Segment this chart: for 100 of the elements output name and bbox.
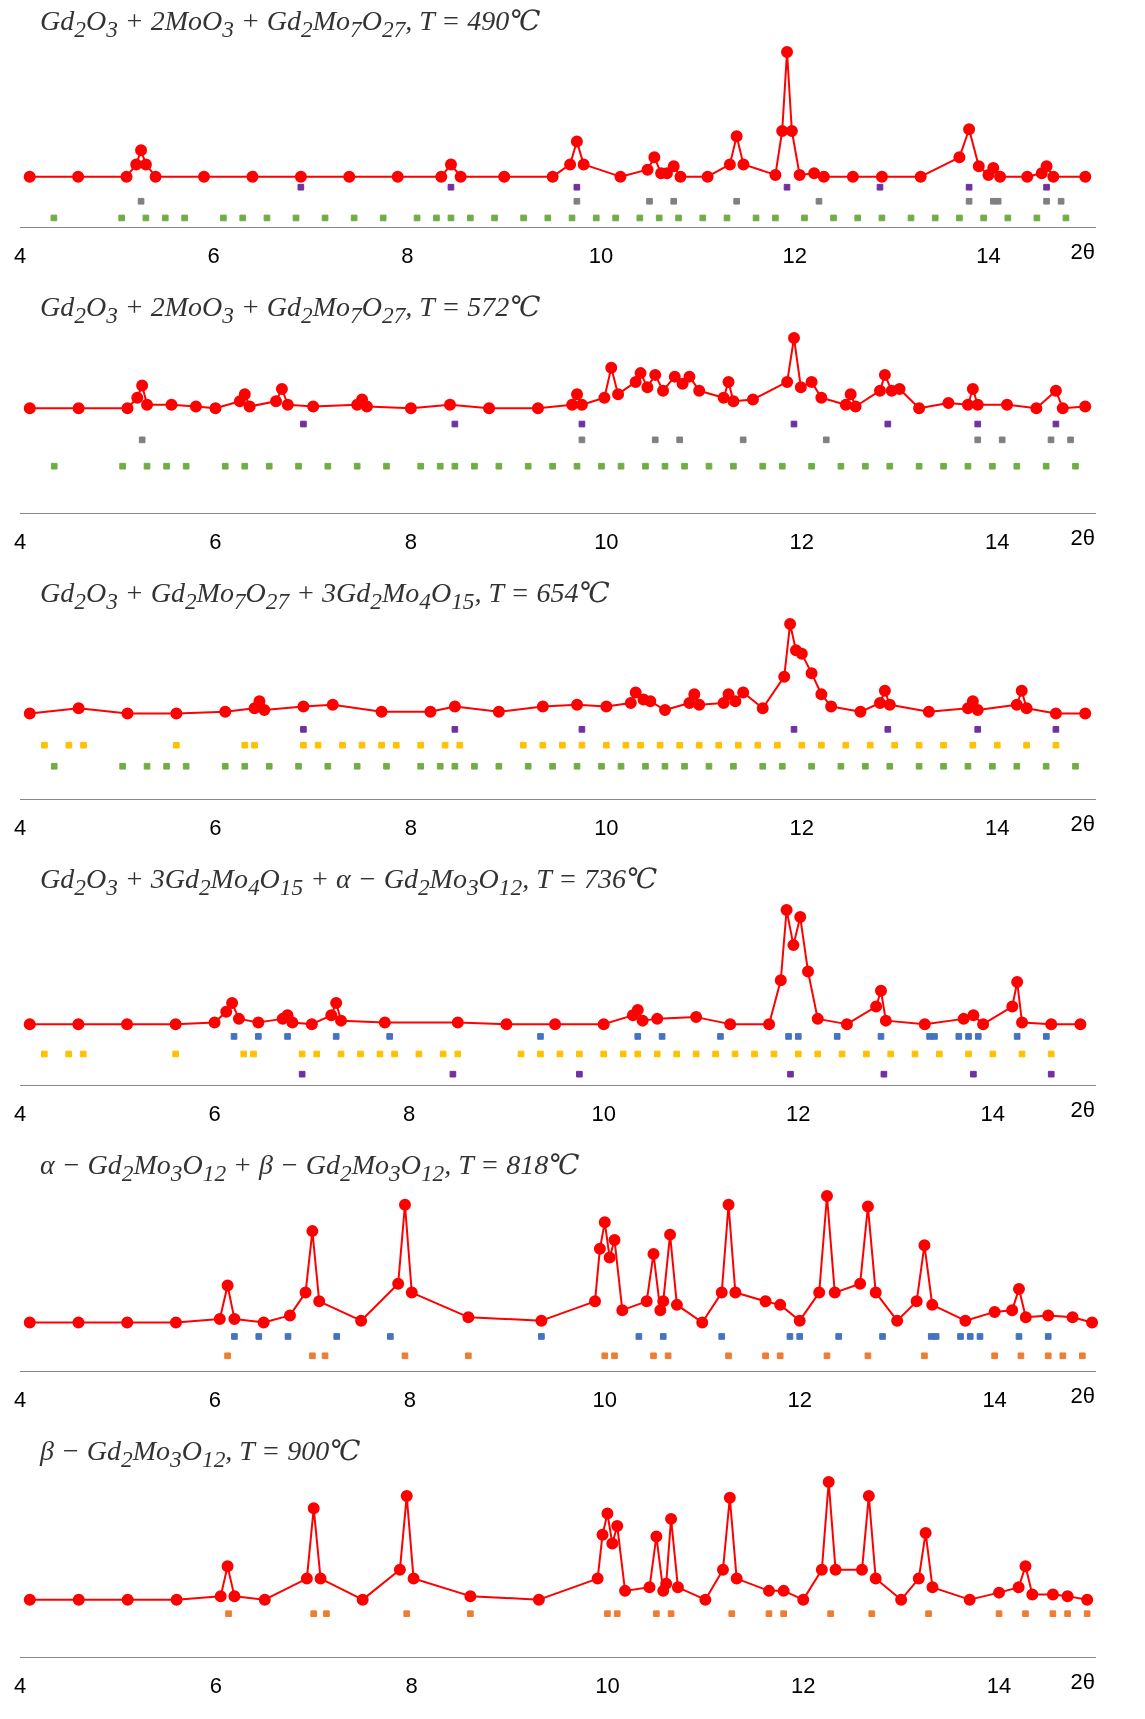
point	[519, 741, 527, 749]
point	[664, 1228, 677, 1241]
point	[65, 1050, 72, 1058]
point	[733, 197, 740, 205]
point	[827, 1610, 834, 1618]
x-tick-label: 12	[789, 814, 815, 840]
x-tick-label: 10	[592, 1386, 618, 1412]
point	[1015, 1333, 1023, 1340]
point	[393, 1563, 406, 1576]
point	[573, 197, 581, 205]
point	[355, 1314, 368, 1327]
point	[974, 1033, 982, 1040]
point	[774, 741, 781, 749]
point	[994, 170, 1007, 183]
point	[350, 214, 358, 222]
x-tick-label: 4	[13, 814, 27, 840]
point	[837, 762, 845, 770]
point	[955, 1033, 963, 1040]
point	[1052, 726, 1060, 733]
point	[386, 1033, 394, 1040]
x-tick-label: 14	[980, 1100, 1006, 1126]
point	[535, 1314, 548, 1327]
point	[307, 1502, 320, 1515]
point	[1015, 684, 1028, 697]
point	[829, 1563, 842, 1576]
point	[869, 1572, 882, 1585]
point	[751, 1050, 758, 1058]
point	[1043, 1033, 1050, 1040]
point	[224, 1352, 231, 1360]
point	[884, 726, 892, 733]
point	[601, 1507, 614, 1520]
chart-title: Gd$_{2}$O$_{3}$ + 2MoO$_{3}$ + Gd$_{2}$Mo$_{7}$O$_{27}$, T = 572℃	[40, 291, 541, 328]
point	[728, 1610, 736, 1618]
point	[808, 167, 821, 180]
point	[591, 1572, 604, 1585]
point	[220, 1005, 233, 1018]
point	[1061, 1590, 1074, 1603]
point	[814, 1050, 822, 1058]
x-tick-label: 12	[787, 1386, 812, 1412]
point	[213, 1312, 226, 1325]
point	[456, 741, 464, 749]
point	[1059, 1352, 1067, 1360]
point	[918, 1239, 931, 1252]
chart-title: Gd$_{2}$O$_{3}$ + Gd$_{2}$Mo$_{7}$O$_{27}$ + 3Gd$_{2}$Mo$_{4}$O$_{15}$, T = 654℃	[40, 577, 610, 614]
point	[321, 214, 329, 222]
point	[643, 1581, 656, 1594]
point	[635, 1333, 643, 1340]
point	[957, 1012, 970, 1025]
point	[911, 1050, 919, 1058]
point	[462, 1311, 475, 1324]
x-tick-label: 12	[782, 242, 808, 268]
point	[170, 707, 183, 720]
x-tick-label: 10	[595, 1672, 620, 1698]
point	[41, 741, 48, 749]
point	[449, 1070, 457, 1078]
point	[576, 1070, 583, 1078]
point	[611, 1519, 624, 1532]
point	[883, 698, 896, 711]
point	[252, 1016, 265, 1029]
point	[778, 762, 786, 770]
point	[230, 1033, 238, 1040]
x-tick-label: 8	[404, 528, 418, 554]
point	[40, 1050, 48, 1058]
point	[725, 1352, 732, 1360]
point	[940, 762, 947, 770]
point	[963, 123, 976, 136]
x-tick-label: 8	[403, 1386, 416, 1412]
point	[451, 1016, 464, 1029]
point	[392, 1277, 405, 1290]
point	[378, 741, 385, 749]
point	[674, 170, 687, 183]
point	[787, 939, 800, 952]
point	[467, 214, 474, 222]
point	[23, 170, 36, 183]
x-tick-label: 10	[594, 528, 619, 554]
point	[577, 158, 590, 171]
point	[774, 1298, 787, 1311]
point	[619, 1050, 627, 1058]
point	[306, 1225, 319, 1238]
point	[403, 1610, 411, 1618]
point	[447, 183, 455, 191]
point	[891, 1314, 904, 1327]
point	[670, 1298, 683, 1311]
point	[401, 1352, 409, 1360]
point	[926, 1581, 939, 1594]
point	[965, 197, 973, 205]
point	[240, 1050, 248, 1058]
point	[1043, 183, 1050, 191]
point	[232, 1012, 245, 1025]
point	[314, 741, 322, 749]
point	[631, 1004, 644, 1017]
x-tick-label: 6	[209, 1672, 222, 1698]
point	[471, 762, 478, 770]
point	[573, 762, 581, 770]
point	[993, 741, 1001, 749]
point	[822, 1476, 835, 1488]
point	[931, 214, 939, 222]
point	[72, 1316, 85, 1329]
point	[653, 1050, 661, 1058]
point	[333, 1333, 341, 1340]
